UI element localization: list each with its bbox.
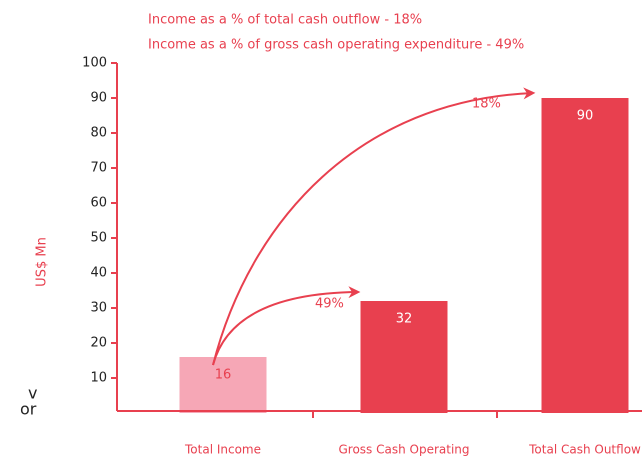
annotation: Income as a % of gross cash operating ex… (148, 38, 524, 53)
y-tick-label: 90 (90, 91, 107, 106)
y-tick-label: 80 (90, 126, 107, 141)
y-tick-label: 60 (90, 196, 107, 211)
y-axis-label: US$ Mn (35, 237, 50, 287)
text-fragment: v (28, 384, 37, 403)
arrow (212, 286, 361, 366)
bar (541, 98, 629, 413)
bar (360, 301, 448, 413)
value-label: 16 (215, 368, 232, 383)
value-label: 90 (577, 109, 594, 124)
bar (179, 357, 267, 413)
y-tick-label: 20 (90, 336, 107, 351)
x-tick-label: Total Cash Outflow (528, 443, 641, 457)
annotation: Income as a % of total cash outflow - 18… (148, 13, 422, 28)
text-fragment: or (20, 400, 37, 419)
arrow-label: 18% (472, 97, 501, 112)
arrow-label: 49% (315, 297, 344, 312)
y-tick-label: 50 (90, 231, 107, 246)
x-tick-label: Total Income (184, 443, 261, 457)
x-tick-label: Gross Cash Operating (338, 443, 469, 457)
y-tick-label: 40 (90, 266, 107, 281)
arrow (212, 87, 536, 366)
y-tick-label: 100 (82, 56, 107, 71)
y-tick-label: 10 (90, 371, 107, 386)
y-tick-label: 30 (90, 301, 107, 316)
value-label: 32 (396, 312, 413, 327)
y-tick-label: 70 (90, 161, 107, 176)
